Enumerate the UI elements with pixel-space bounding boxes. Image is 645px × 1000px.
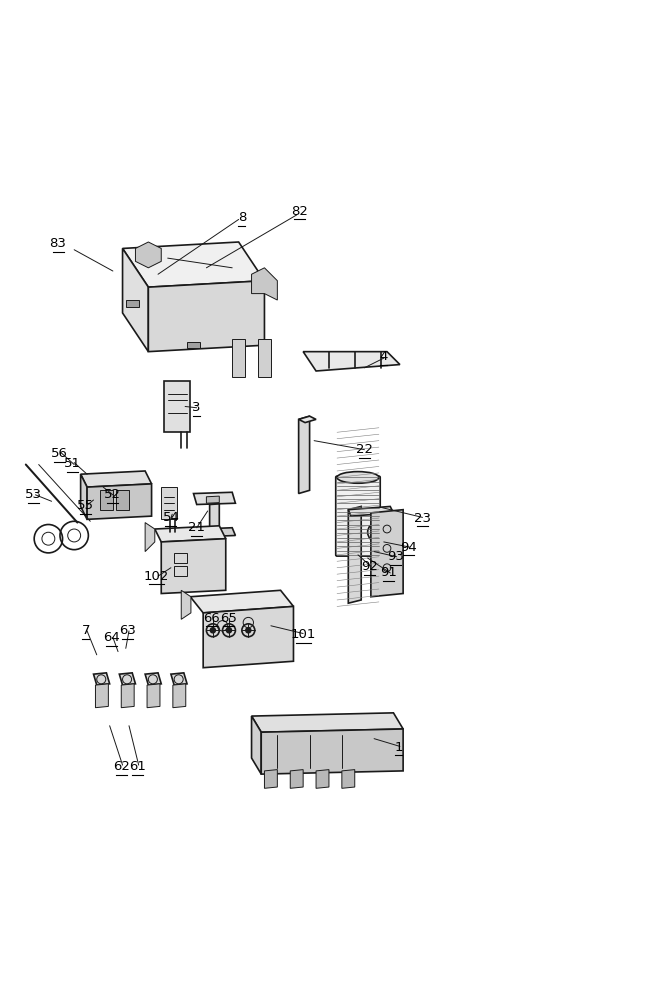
Polygon shape <box>316 770 329 788</box>
Polygon shape <box>348 506 393 516</box>
Polygon shape <box>145 673 161 685</box>
Text: 53: 53 <box>25 488 42 501</box>
Polygon shape <box>252 716 261 774</box>
Polygon shape <box>261 729 403 774</box>
Text: 1: 1 <box>394 741 403 754</box>
Polygon shape <box>187 342 200 348</box>
Polygon shape <box>126 300 139 306</box>
Polygon shape <box>181 590 191 619</box>
Polygon shape <box>303 352 400 371</box>
Polygon shape <box>155 526 226 542</box>
Text: 23: 23 <box>414 512 431 525</box>
Polygon shape <box>194 492 235 505</box>
Text: 62: 62 <box>113 760 130 773</box>
Polygon shape <box>147 684 160 708</box>
Polygon shape <box>232 339 245 377</box>
Polygon shape <box>258 339 271 377</box>
Polygon shape <box>100 490 113 510</box>
Text: 82: 82 <box>292 205 308 218</box>
Text: 102: 102 <box>144 570 170 583</box>
Circle shape <box>226 628 232 633</box>
Text: 66: 66 <box>203 612 220 625</box>
Text: 54: 54 <box>163 511 179 524</box>
Polygon shape <box>171 673 187 685</box>
Polygon shape <box>252 713 403 732</box>
Text: 52: 52 <box>104 488 121 501</box>
Text: 4: 4 <box>380 350 388 363</box>
Polygon shape <box>161 539 226 594</box>
Polygon shape <box>206 496 219 503</box>
Polygon shape <box>371 510 403 597</box>
Circle shape <box>246 628 251 633</box>
Polygon shape <box>81 471 152 487</box>
Polygon shape <box>200 528 235 537</box>
Text: 61: 61 <box>129 760 146 773</box>
Polygon shape <box>116 490 129 510</box>
Polygon shape <box>164 381 190 432</box>
Circle shape <box>210 628 215 633</box>
Polygon shape <box>173 684 186 708</box>
Text: 55: 55 <box>77 499 94 512</box>
Circle shape <box>373 528 382 537</box>
Polygon shape <box>148 281 264 352</box>
Text: 7: 7 <box>81 624 90 637</box>
Text: 56: 56 <box>51 447 68 460</box>
Polygon shape <box>290 770 303 788</box>
Polygon shape <box>145 523 155 552</box>
Text: 92: 92 <box>361 560 378 573</box>
Text: 51: 51 <box>64 457 81 470</box>
Ellipse shape <box>337 472 379 483</box>
Polygon shape <box>94 673 110 685</box>
Text: 65: 65 <box>221 612 237 625</box>
Text: 91: 91 <box>381 566 397 579</box>
Polygon shape <box>161 487 177 519</box>
Polygon shape <box>203 606 293 668</box>
Text: 93: 93 <box>387 550 404 563</box>
Text: 21: 21 <box>188 521 205 534</box>
Polygon shape <box>252 268 277 300</box>
Polygon shape <box>95 684 108 708</box>
Text: 63: 63 <box>119 624 136 637</box>
Text: 94: 94 <box>400 541 417 554</box>
Polygon shape <box>123 242 264 287</box>
Polygon shape <box>210 504 219 530</box>
Text: 8: 8 <box>238 211 246 224</box>
Text: 83: 83 <box>50 237 66 250</box>
Polygon shape <box>299 416 310 494</box>
Polygon shape <box>135 242 161 268</box>
Polygon shape <box>87 484 152 519</box>
FancyBboxPatch shape <box>336 476 381 556</box>
Polygon shape <box>81 474 87 519</box>
Text: 3: 3 <box>192 401 201 414</box>
Polygon shape <box>119 673 135 685</box>
Polygon shape <box>264 770 277 788</box>
Polygon shape <box>121 684 134 708</box>
Polygon shape <box>123 248 148 352</box>
Text: 64: 64 <box>103 631 120 644</box>
Polygon shape <box>299 416 316 423</box>
Polygon shape <box>190 590 293 613</box>
Polygon shape <box>348 506 361 603</box>
Polygon shape <box>342 770 355 788</box>
Text: 101: 101 <box>290 628 316 641</box>
Text: 22: 22 <box>356 443 373 456</box>
